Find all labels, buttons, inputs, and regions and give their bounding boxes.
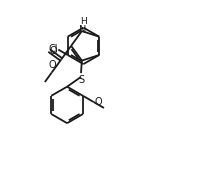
Text: Cl: Cl [48, 44, 58, 54]
Text: O: O [95, 97, 102, 107]
Text: O: O [48, 60, 56, 70]
Text: N: N [79, 25, 86, 35]
Text: H: H [81, 17, 87, 26]
Text: O: O [50, 46, 57, 56]
Text: S: S [78, 75, 84, 85]
